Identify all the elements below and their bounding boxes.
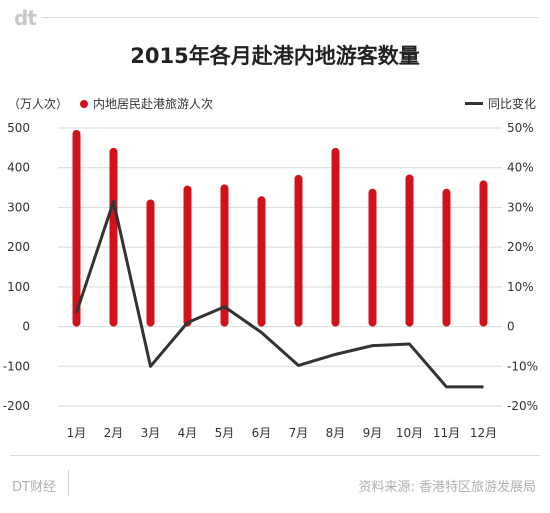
- x-tick-label: 8月: [326, 426, 346, 440]
- left-tick-label: 500: [7, 121, 30, 135]
- footer-separator: [68, 470, 69, 496]
- bar: [72, 129, 81, 327]
- x-tick-label: 10月: [396, 426, 423, 440]
- top-divider: [42, 17, 538, 18]
- right-tick-label: 30%: [507, 200, 534, 214]
- left-tick-label: 200: [7, 240, 30, 254]
- legend-bar-label: 内地居民赴港旅游人次: [93, 97, 214, 111]
- x-tick-label: 9月: [363, 426, 383, 440]
- bar: [331, 147, 340, 327]
- right-tick-label: 10%: [507, 280, 534, 294]
- bar: [257, 196, 266, 327]
- legend-line-icon: [464, 102, 483, 105]
- chart-title: 2015年各月赴港内地游客数量: [130, 44, 420, 68]
- bar: [183, 185, 192, 327]
- legend-line-label: 同比变化: [487, 97, 536, 111]
- right-tick-label: 0: [507, 320, 515, 334]
- x-tick-label: 11月: [433, 426, 460, 440]
- bar: [442, 188, 451, 327]
- x-tick-label: 5月: [215, 426, 235, 440]
- left-tick-label: 0: [22, 320, 30, 334]
- left-tick-label: 400: [7, 161, 30, 175]
- footer-divider: [10, 455, 540, 456]
- bar: [146, 199, 155, 327]
- x-tick-label: 7月: [289, 426, 309, 440]
- x-tick-label: 1月: [67, 426, 87, 440]
- bar: [109, 147, 118, 327]
- right-tick-label: 40%: [507, 161, 534, 175]
- right-tick-label: -20%: [507, 399, 538, 413]
- right-tick-label: -10%: [507, 359, 538, 373]
- left-tick-label: -100: [3, 359, 30, 373]
- bar: [368, 188, 377, 327]
- left-tick-label: -200: [3, 399, 30, 413]
- bar: [405, 174, 414, 327]
- x-tick-label: 6月: [252, 426, 272, 440]
- left-tick-label: 300: [7, 200, 30, 214]
- x-tick-label: 12月: [470, 426, 497, 440]
- dt-logo: dt: [14, 6, 37, 30]
- x-tick-label: 2月: [104, 426, 124, 440]
- change-line: [75, 199, 484, 389]
- legend-bar-series: 内地居民赴港旅游人次: [80, 95, 213, 112]
- source-note: 资料来源: 香港特区旅游发展局: [358, 480, 536, 495]
- footer-brand: DT财经: [12, 480, 56, 495]
- left-axis-unit: （万人次）: [8, 97, 69, 111]
- bar: [479, 180, 488, 327]
- x-tick-label: 3月: [141, 426, 161, 440]
- right-tick-label: 20%: [507, 240, 534, 254]
- right-tick-label: 50%: [507, 121, 534, 135]
- x-tick-label: 4月: [178, 426, 198, 440]
- bar: [294, 174, 303, 327]
- legend-line-series: 同比变化: [464, 95, 536, 112]
- legend-dot-icon: [80, 99, 88, 108]
- bar: [220, 184, 229, 327]
- left-tick-label: 100: [7, 280, 30, 294]
